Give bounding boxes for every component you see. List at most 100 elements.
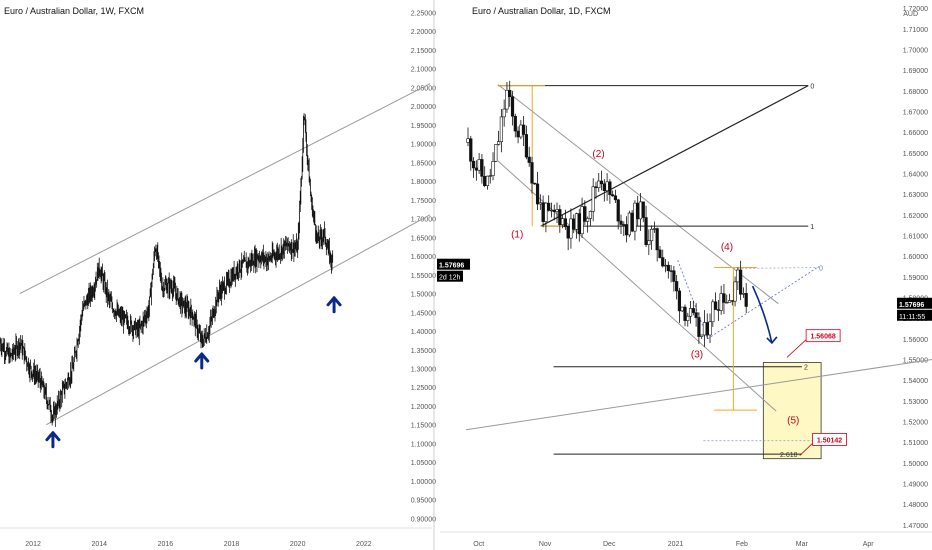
daily-candle-body xyxy=(736,269,740,283)
weekly-y-tick-label: 1.95000 xyxy=(411,123,436,130)
daily-x-tick-label: 2021 xyxy=(668,541,684,548)
daily-candle-body xyxy=(502,108,506,118)
daily-chart-panel[interactable]: Euro / Australian Dollar, 1D, FXCM AUD 1… xyxy=(440,6,932,548)
weekly-countdown-label: 2d 12h xyxy=(439,275,461,282)
daily-y-axis: 1.72000 1.71000 1.70000 1.69000 1.68000 1.670… xyxy=(903,6,928,530)
daily-y-tick-label: 1.68000 xyxy=(903,89,928,96)
daily-y-tick-label: 1.65000 xyxy=(903,151,928,158)
long-term-trendline xyxy=(465,358,932,431)
daily-candle-body xyxy=(516,130,520,138)
daily-candle-body xyxy=(669,270,673,272)
weekly-y-tick-label: 2.00000 xyxy=(411,104,436,111)
fib-extension-line xyxy=(540,85,809,227)
daily-candle-body xyxy=(594,186,598,189)
daily-x-axis: Oct Nov Dec 2021 Feb Mar Apr xyxy=(440,531,932,548)
elliott-wave-label: (3) xyxy=(691,349,703,360)
daily-candle-body xyxy=(533,182,537,185)
elliott-wave-label: (4) xyxy=(721,242,733,253)
daily-candle-body xyxy=(611,194,615,197)
daily-candle-body xyxy=(538,202,542,205)
daily-candle-body xyxy=(471,160,476,169)
down-arrow-head-icon xyxy=(766,336,778,345)
up-arrow-icon xyxy=(45,431,61,449)
daily-candle-body xyxy=(524,134,529,158)
daily-candle-body xyxy=(641,201,645,218)
daily-candle-body xyxy=(675,281,679,292)
price-callout-box xyxy=(805,329,841,343)
daily-candle-body xyxy=(527,156,531,163)
weekly-x-tick-label: 2014 xyxy=(91,541,107,548)
daily-candle-body xyxy=(686,315,690,321)
daily-candle-body xyxy=(586,218,590,222)
daily-candle-body xyxy=(466,138,470,143)
daily-candle-body xyxy=(555,209,559,212)
daily-candle-body xyxy=(727,300,732,303)
daily-y-tick-label: 1.52000 xyxy=(903,419,928,426)
daily-candle-body xyxy=(563,218,567,228)
daily-candle-body xyxy=(608,181,612,195)
callout-leader-line xyxy=(799,443,813,456)
daily-candle-body xyxy=(619,220,623,225)
weekly-x-axis: 2012 2014 2016 2018 2020 2022 xyxy=(0,527,432,548)
daily-candle-body xyxy=(491,161,495,176)
weekly-y-tick-label: 1.65000 xyxy=(411,235,436,242)
daily-candle-body xyxy=(569,218,573,239)
weekly-chart-panel[interactable]: Euro / Australian Dollar, 1W, FXCM 2.250… xyxy=(0,6,470,548)
weekly-y-tick-label: 1.75000 xyxy=(411,198,436,205)
daily-y-tick-label: 1.70000 xyxy=(903,47,928,54)
daily-candle-body xyxy=(510,96,515,117)
price-callout-box xyxy=(812,433,847,446)
weekly-y-tick-label: 1.10000 xyxy=(411,441,436,448)
weekly-x-tick-label: 2018 xyxy=(224,541,240,548)
daily-y-tick-label: 1.50000 xyxy=(903,461,928,468)
elliott-wave-label: (2) xyxy=(592,149,604,160)
daily-candle-body xyxy=(522,124,526,135)
weekly-y-tick-label: 1.35000 xyxy=(411,348,436,355)
daily-y-tick-label: 1.69000 xyxy=(903,68,928,75)
weekly-y-tick-label: 1.30000 xyxy=(411,366,436,373)
daily-x-tick-label: Oct xyxy=(473,541,484,548)
weekly-candles xyxy=(0,113,334,427)
daily-candle-body xyxy=(691,308,695,313)
daily-last-price-label: 1.57696 xyxy=(899,302,924,309)
daily-y-tick-label: 1.72000 xyxy=(903,6,928,13)
daily-candle-body xyxy=(599,180,604,185)
daily-candle-body xyxy=(702,322,707,336)
daily-candle-body xyxy=(661,257,665,267)
daily-candle-body xyxy=(572,218,576,230)
daily-candle-body xyxy=(624,224,629,236)
daily-candle-body xyxy=(730,300,734,302)
fib-zero-small-label: 0 xyxy=(819,266,823,273)
daily-x-tick-label: Dec xyxy=(603,541,616,548)
weekly-y-axis: 2.25000 2.20000 2.15000 2.10000 2.05000 2.000… xyxy=(411,10,436,523)
weekly-y-tick-label: 1.85000 xyxy=(411,160,436,167)
daily-y-tick-label: 1.54000 xyxy=(903,378,928,385)
fib-level-label: 0 xyxy=(810,84,814,91)
daily-candle-body xyxy=(541,202,545,222)
daily-y-tick-label: 1.64000 xyxy=(903,171,928,178)
daily-y-tick-label: 1.59000 xyxy=(903,275,928,282)
daily-y-tick-label: 1.62000 xyxy=(903,213,928,220)
daily-candle-body xyxy=(680,306,684,312)
daily-candle-body xyxy=(469,138,473,162)
daily-candle-body xyxy=(488,175,492,177)
down-arrow-icon xyxy=(751,285,773,344)
fib-level-label: 1 xyxy=(810,224,814,231)
daily-candle-body xyxy=(739,269,743,295)
fib-level-label: 2 xyxy=(804,365,808,372)
daily-candle-body xyxy=(577,213,581,235)
daily-candle-body xyxy=(580,206,584,235)
up-arrow-icon xyxy=(326,296,342,314)
daily-candle-body xyxy=(666,264,670,272)
weekly-y-tick-label: 1.05000 xyxy=(411,460,436,467)
daily-y-tick-label: 1.49000 xyxy=(903,481,928,488)
daily-candle-body xyxy=(574,213,579,230)
daily-candle-body xyxy=(499,116,503,142)
daily-candle-body xyxy=(591,186,595,212)
weekly-channel-lower-line xyxy=(46,214,431,426)
daily-candle-body xyxy=(560,218,565,226)
daily-candle-body xyxy=(547,202,551,211)
weekly-y-tick-label: 2.15000 xyxy=(411,48,436,55)
daily-candle-body xyxy=(722,293,726,303)
daily-candle-body xyxy=(716,309,720,311)
